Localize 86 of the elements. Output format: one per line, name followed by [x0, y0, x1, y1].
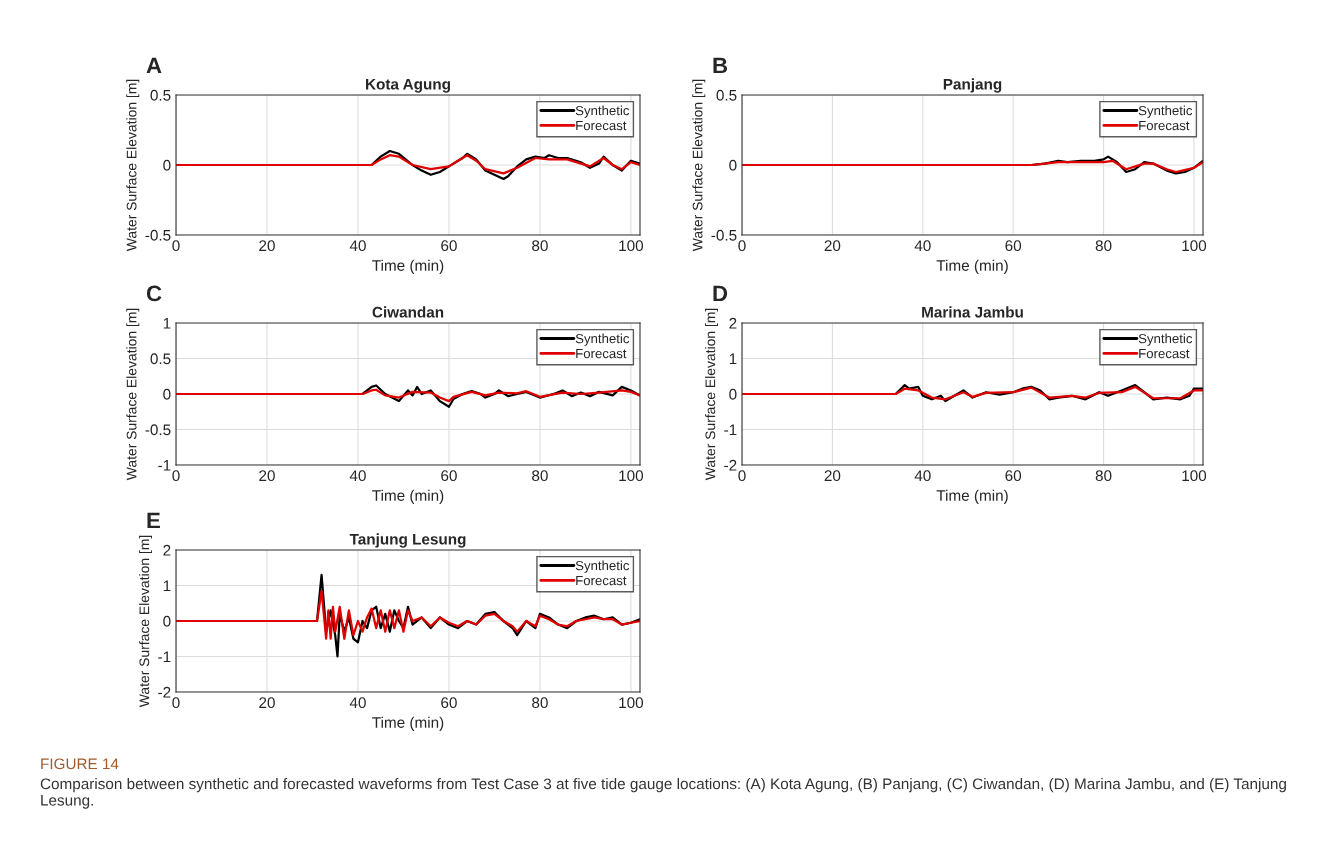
y-tick-label: -2 — [724, 459, 737, 471]
x-tick-label: 100 — [619, 240, 644, 252]
x-tick-label: 60 — [441, 240, 457, 252]
y-tick-label: 0 — [163, 159, 171, 171]
y-tick-label: 0.5 — [150, 89, 171, 101]
chart-title: Marina Jambu — [922, 306, 1023, 318]
y-tick-label: 0 — [163, 388, 171, 400]
y-axis-title: Water Surface Elevation [m] — [139, 535, 152, 708]
line-series — [176, 154, 640, 175]
x-tick-label: 40 — [914, 470, 931, 482]
x-tick-label: 100 — [1182, 470, 1207, 482]
x-tick-label: 80 — [532, 697, 548, 709]
legend-label: Synthetic — [1138, 333, 1193, 346]
y-axis-title: Water Surface Elevation [m] — [126, 308, 140, 481]
x-tick-label: 40 — [349, 697, 366, 709]
y-tick-label: -0.5 — [145, 229, 171, 241]
caption: FIGURE 14 — [41, 758, 119, 770]
y-tick-label: 0 — [729, 159, 737, 171]
x-tick-label: 60 — [1005, 470, 1022, 482]
text: C — [146, 285, 162, 302]
legend-label: Synthetic — [575, 105, 630, 118]
x-tick-label: 20 — [824, 240, 841, 252]
legend-label: Synthetic — [575, 333, 630, 346]
chart-title: Panjang — [943, 78, 1002, 93]
x-tick-label: 80 — [1095, 240, 1112, 252]
legend-label: Synthetic — [1138, 105, 1193, 118]
chart-title: Ciwandan — [372, 306, 444, 318]
legend-label: Forecast — [576, 120, 627, 131]
y-tick-label: 0.5 — [150, 353, 171, 365]
text: E — [147, 512, 160, 529]
y-tick-label: 2 — [729, 317, 737, 329]
x-tick-label: 20 — [259, 240, 275, 252]
x-axis-title: Time (min) — [372, 489, 444, 504]
x-tick-label: 40 — [349, 240, 366, 252]
legend-label: Forecast — [1139, 120, 1190, 131]
y-tick-label: 0 — [163, 615, 171, 627]
x-axis-title: Time (min) — [372, 716, 444, 731]
y-tick-label: -1 — [724, 424, 737, 436]
y-tick-label: -1 — [158, 651, 171, 663]
legend-label: Forecast — [1139, 348, 1190, 359]
x-tick-label: 0 — [738, 240, 746, 252]
chart-title: Tanjung Lesung — [349, 533, 466, 548]
x-tick-label: 60 — [441, 470, 457, 482]
y-tick-label: 2 — [163, 544, 171, 556]
y-axis-title: Water Surface Elevation [m] — [692, 79, 706, 252]
x-tick-label: 80 — [532, 470, 548, 482]
chart-title: Kota Agung — [366, 78, 450, 93]
text: D — [713, 285, 728, 302]
y-axis-title: Water Surface Elevation [m] — [705, 308, 718, 481]
x-tick-label: 0 — [172, 240, 180, 252]
line-series — [176, 388, 640, 403]
x-tick-label: 0 — [172, 697, 180, 709]
x-tick-label: 60 — [1005, 240, 1022, 252]
x-tick-label: 20 — [259, 470, 275, 482]
x-tick-label: 100 — [1182, 240, 1207, 252]
x-tick-label: 20 — [259, 697, 275, 709]
text: A — [146, 57, 162, 74]
y-tick-label: -1 — [158, 460, 171, 471]
y-tick-label: -0.5 — [145, 424, 171, 436]
x-tick-label: 40 — [349, 470, 366, 482]
legend-label: Synthetic — [575, 560, 630, 573]
x-tick-label: 0 — [172, 470, 180, 482]
y-tick-label: 1 — [729, 353, 737, 365]
x-tick-label: 40 — [914, 240, 931, 252]
y-tick-label: -2 — [158, 686, 171, 698]
x-tick-label: 20 — [824, 470, 841, 482]
text: B — [713, 57, 728, 74]
text: Comparison between synthetic and forecasted waveforms from Test Case 3 at five tide gauge locations: (A) Kota Agung, (B) Panjang, (C) Ciwandan, (D) Marina Jambu, and (E) Tanjung Lesung. — [40, 778, 1286, 809]
y-tick-label: 1 — [163, 580, 171, 592]
x-axis-title: Time (min) — [936, 259, 1008, 274]
x-tick-label: 80 — [532, 240, 548, 252]
y-tick-label: 0.5 — [716, 89, 737, 101]
x-axis-title: Time (min) — [936, 489, 1008, 504]
legend-label: Forecast — [576, 575, 627, 586]
x-tick-label: 0 — [738, 470, 746, 482]
x-tick-label: 100 — [619, 697, 644, 709]
x-tick-label: 80 — [1095, 470, 1112, 482]
line-series — [176, 589, 640, 640]
x-tick-label: 60 — [441, 697, 457, 709]
legend-label: Forecast — [576, 348, 627, 359]
y-axis-title: Water Surface Elevation [m] — [126, 79, 140, 252]
y-tick-label: 0 — [729, 388, 737, 400]
y-tick-label: 1 — [163, 318, 171, 329]
y-tick-label: -0.5 — [711, 229, 737, 241]
x-axis-title: Time (min) — [372, 259, 444, 274]
x-tick-label: 100 — [619, 470, 644, 482]
